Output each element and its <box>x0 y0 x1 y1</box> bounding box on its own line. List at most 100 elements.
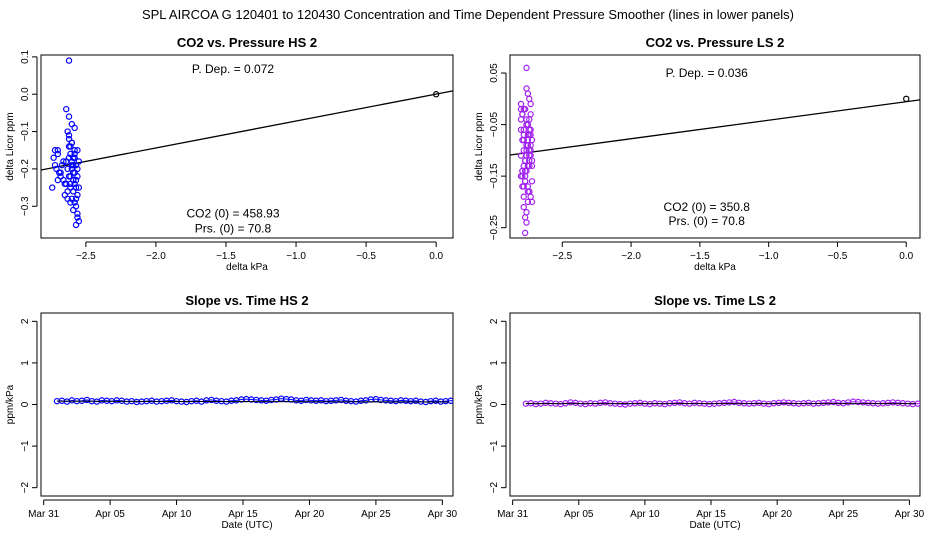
data-point <box>528 198 536 206</box>
x-tick-label: Mar 31 <box>28 509 60 520</box>
x-tick-label: −2.5 <box>552 251 572 262</box>
data-point <box>447 397 453 404</box>
y-tick-label: −0.05 <box>489 112 500 138</box>
annotation-text: P. Dep. = 0.036 <box>666 66 749 80</box>
data-point <box>517 116 525 123</box>
data-point <box>930 401 935 406</box>
data-point <box>527 147 534 154</box>
data-point <box>65 173 73 180</box>
y-tick-label: 0.05 <box>489 63 500 83</box>
data-point <box>520 203 527 211</box>
data-point <box>70 206 77 214</box>
data-point <box>526 126 533 133</box>
data-point <box>528 178 536 185</box>
data-point <box>64 128 71 135</box>
y-tick-label: −2 <box>20 482 31 494</box>
x-tick-label: −1.0 <box>286 251 306 262</box>
data-point <box>63 105 70 113</box>
intercept-point <box>903 95 910 103</box>
data-point <box>54 176 62 184</box>
data-point <box>50 154 57 161</box>
plot-area <box>522 398 935 408</box>
data-point <box>524 90 532 97</box>
data-point <box>919 401 920 406</box>
x-tick-label: −1.0 <box>759 251 779 262</box>
data-point <box>67 143 74 150</box>
plot-frame <box>40 54 454 239</box>
panel-title: Slope vs. Time LS 2 <box>654 293 776 308</box>
panel-hs-slope: Slope vs. Time HS 2 Mar 31 Apr 05 Apr 10 Apr… <box>5 293 523 531</box>
data-point <box>61 180 69 188</box>
plot-area <box>53 395 523 406</box>
data-point <box>523 219 530 226</box>
x-tick-label: −2.5 <box>76 251 96 262</box>
y-axis-label: delta Licor ppm <box>474 112 485 180</box>
y-tick-label: −0.25 <box>489 215 500 241</box>
x-tick-label: Apr 05 <box>95 509 125 520</box>
data-point <box>458 397 463 402</box>
data-point <box>68 165 76 173</box>
data-point <box>75 217 83 225</box>
data-point <box>521 229 529 237</box>
data-point <box>51 161 59 169</box>
plot-area <box>510 64 920 237</box>
data-point <box>72 161 80 169</box>
data-point <box>519 172 526 180</box>
data-point <box>524 198 532 206</box>
data-point <box>523 152 530 159</box>
data-point <box>67 199 74 206</box>
x-tick-label: Apr 20 <box>295 509 325 520</box>
x-tick-label: Apr 25 <box>829 509 859 520</box>
data-point <box>520 131 527 139</box>
data-point <box>71 180 78 188</box>
x-tick-label: Apr 25 <box>361 509 391 520</box>
panel-title: Slope vs. Time HS 2 <box>185 293 308 308</box>
y-axis-label: delta Licor ppm <box>5 112 16 180</box>
x-tick-label: Apr 10 <box>630 509 660 520</box>
data-point <box>51 147 59 154</box>
data-point <box>65 154 73 161</box>
data-point <box>503 401 508 406</box>
data-point <box>67 150 74 158</box>
y-tick-label: 1 <box>489 360 500 366</box>
x-tick-label: Apr 05 <box>564 509 594 520</box>
data-point <box>527 100 534 108</box>
x-tick-label: −2.0 <box>146 251 166 262</box>
data-point <box>74 214 81 221</box>
data-point <box>72 195 80 202</box>
data-point <box>517 126 525 133</box>
annotation-text: CO2 (0) = 350.8 <box>664 200 751 214</box>
data-point <box>452 398 453 403</box>
data-point <box>517 100 525 108</box>
data-point <box>527 193 534 200</box>
data-point <box>65 57 73 64</box>
intercept-point <box>432 91 440 98</box>
data-point <box>74 210 81 217</box>
x-axis-label: Date (UTC) <box>689 520 740 531</box>
x-tick-label: −0.5 <box>828 251 848 262</box>
x-tick-label: Apr 20 <box>762 509 792 520</box>
x-axis-label: Date (UTC) <box>221 520 272 531</box>
x-tick-label: Apr 30 <box>895 509 925 520</box>
data-point <box>64 165 71 173</box>
plot-frame <box>509 54 921 239</box>
data-point <box>468 396 473 401</box>
x-tick-label: −0.5 <box>356 251 376 262</box>
figure-title: SPL AIRCOA G 120401 to 120430 Concentrat… <box>142 7 794 22</box>
data-point <box>521 178 529 185</box>
data-point <box>518 401 523 406</box>
data-point <box>521 167 529 175</box>
data-point <box>58 161 66 169</box>
data-point <box>74 191 81 199</box>
plot-area <box>41 57 453 229</box>
x-tick-label: −1.5 <box>216 251 236 262</box>
data-point <box>72 176 80 184</box>
y-tick-label: −2 <box>489 482 500 494</box>
x-tick-label: −1.5 <box>690 251 710 262</box>
data-point <box>528 157 536 164</box>
y-tick-label: −0.1 <box>20 121 31 141</box>
y-axis-label: ppm/kPa <box>474 384 485 424</box>
data-point <box>71 199 78 206</box>
data-point <box>70 161 77 169</box>
